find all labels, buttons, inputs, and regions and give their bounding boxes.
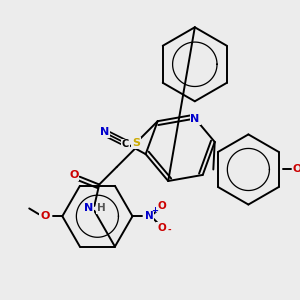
Text: O: O [157,202,166,212]
Text: O: O [69,170,79,180]
Text: N: N [100,127,110,137]
Text: O: O [292,164,300,175]
Text: C: C [122,140,129,149]
Text: O: O [40,211,50,221]
Text: N: N [84,203,93,213]
Text: O: O [157,223,166,233]
Text: N: N [190,114,200,124]
Text: N: N [145,211,153,221]
Text: H: H [97,203,106,213]
Text: -: - [168,226,171,235]
Text: S: S [132,138,140,148]
Text: +: + [152,206,158,215]
